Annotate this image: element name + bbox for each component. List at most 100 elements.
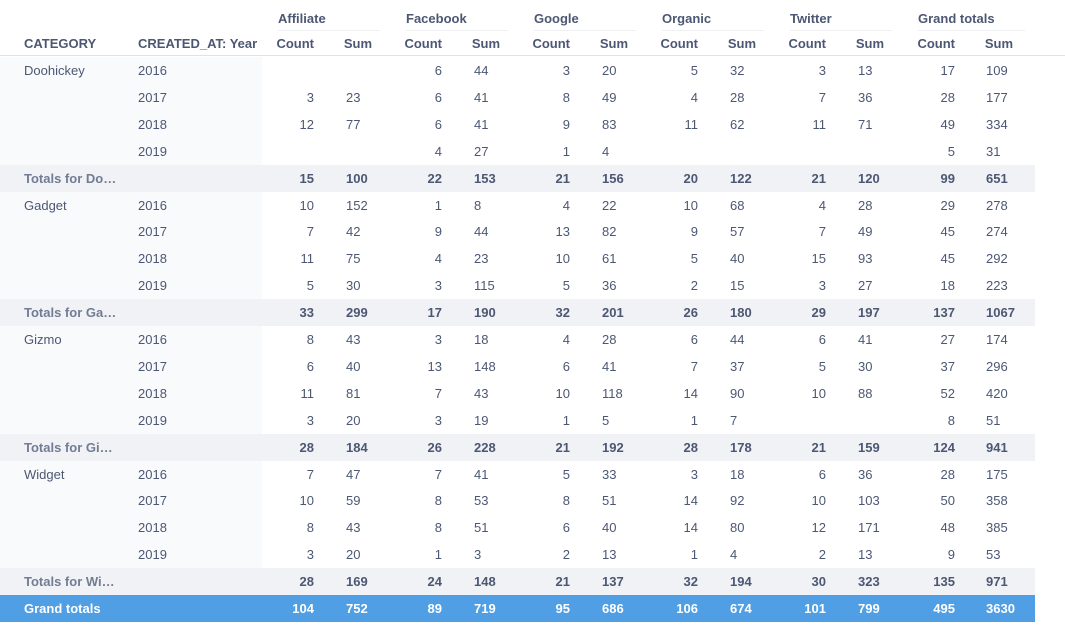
count-cell: 6 — [306, 358, 314, 374]
grand-totals-label: Grand totals — [24, 601, 101, 616]
year-cell: 2016 — [138, 332, 167, 347]
sum-cell: 292 — [986, 251, 1008, 267]
sum-header-2[interactable]: Sum — [599, 36, 628, 51]
sum-cell: 358 — [986, 493, 1008, 509]
sum-cell: 83 — [602, 116, 617, 132]
sum-cell: 299 — [346, 305, 368, 321]
count-header-4[interactable]: Count — [788, 36, 826, 51]
table-row: 2017 10 59 8 53 8 51 14 92 10 103 50 358 — [0, 487, 1035, 514]
count-cell: 7 — [434, 466, 442, 482]
table-row: 2018 11 81 7 43 10 118 14 90 10 88 52 420 — [0, 380, 1035, 407]
source-header-row: Affiliate Facebook Google Organic Twitte… — [0, 8, 1065, 31]
count-header-3[interactable]: Count — [660, 36, 698, 51]
sum-cell: 40 — [602, 520, 617, 536]
count-cell: 6 — [562, 358, 570, 374]
count-cell: 2 — [690, 278, 698, 294]
sum-cell: 80 — [730, 520, 745, 536]
year-cell: 2019 — [138, 547, 167, 563]
count-cell: 11 — [300, 385, 315, 401]
column-header-facebook[interactable]: Facebook — [390, 8, 518, 31]
count-cell: 95 — [555, 601, 570, 616]
subtotal-row: Totals for Gi… 28 184 26 228 21 192 28 178 21 159 1… — [0, 433, 1035, 461]
count-cell: 11 — [300, 251, 315, 267]
year-cell: 2017 — [138, 493, 167, 509]
category-cell: Gadget — [24, 197, 67, 213]
sum-cell: 82 — [602, 224, 617, 240]
count-cell: 15 — [299, 170, 314, 186]
table-row: 2018 12 77 6 41 9 83 11 62 11 71 49 334 — [0, 111, 1035, 138]
sum-cell: 4 — [730, 547, 738, 563]
sum-cell: 20 — [346, 412, 361, 428]
count-cell: 1 — [562, 412, 570, 428]
sum-cell: 103 — [858, 493, 880, 509]
count-cell: 6 — [818, 332, 826, 347]
sum-cell: 18 — [474, 332, 489, 347]
count-cell: 28 — [940, 89, 955, 105]
sum-cell: 799 — [858, 601, 880, 616]
sum-header-4[interactable]: Sum — [855, 36, 884, 51]
count-header-2[interactable]: Count — [532, 36, 570, 51]
count-cell: 11 — [684, 116, 699, 132]
sum-cell: 57 — [730, 224, 745, 240]
count-cell: 3 — [562, 63, 570, 78]
sum-cell: 36 — [858, 466, 873, 482]
column-header-grand-totals[interactable]: Grand totals — [902, 8, 1035, 31]
sum-cell: 51 — [986, 412, 1001, 428]
sum-cell — [730, 138, 780, 165]
count-cell: 7 — [434, 385, 442, 401]
count-cell: 4 — [690, 89, 698, 105]
count-cell: 21 — [555, 439, 570, 455]
column-header-twitter[interactable]: Twitter — [774, 8, 902, 31]
column-header-affiliate[interactable]: Affiliate — [262, 8, 390, 31]
sum-cell: 5 — [602, 412, 610, 428]
sum-header-0[interactable]: Sum — [343, 36, 372, 51]
year-column-header[interactable]: CREATED_AT: Year — [138, 36, 258, 51]
year-cell: 2017 — [138, 224, 167, 240]
column-header-google[interactable]: Google — [518, 8, 646, 31]
sum-cell: 28 — [858, 197, 873, 213]
count-cell: 10 — [299, 197, 314, 213]
table-row: 2019 5 30 3 115 5 36 2 15 3 27 18 223 — [0, 272, 1035, 299]
measure-header-row: CATEGORY CREATED_AT: Year Count Sum Count S… — [0, 33, 1065, 56]
count-cell: 7 — [306, 466, 314, 482]
count-cell: 4 — [818, 197, 826, 213]
sum-cell: 194 — [730, 574, 752, 590]
count-cell: 8 — [306, 332, 314, 347]
sum-cell: 90 — [730, 385, 745, 401]
count-cell: 2 — [818, 547, 826, 563]
count-cell: 21 — [555, 574, 570, 590]
sum-cell: 36 — [602, 278, 617, 294]
count-cell: 137 — [933, 305, 955, 321]
count-header-0[interactable]: Count — [276, 36, 314, 51]
sum-cell: 49 — [602, 89, 617, 105]
sum-header-3[interactable]: Sum — [727, 36, 756, 51]
sum-cell: 334 — [986, 116, 1008, 132]
sum-cell: 3 — [474, 547, 482, 563]
sum-cell: 49 — [858, 224, 873, 240]
sum-cell: 43 — [474, 385, 489, 401]
sum-header-1[interactable]: Sum — [471, 36, 500, 51]
sum-cell: 174 — [986, 332, 1008, 347]
sum-cell: 88 — [858, 385, 873, 401]
sum-cell: 177 — [986, 89, 1008, 105]
sum-cell: 192 — [602, 439, 624, 455]
count-header-5[interactable]: Count — [917, 36, 955, 51]
count-header-1[interactable]: Count — [404, 36, 442, 51]
count-cell: 32 — [555, 305, 570, 321]
column-header-organic[interactable]: Organic — [646, 8, 774, 31]
table-row: Doohickey 2016 6 44 3 20 5 32 3 13 17 109 — [0, 57, 1035, 84]
sum-cell: 41 — [474, 116, 489, 132]
sum-cell: 40 — [730, 251, 745, 267]
category-column-header[interactable]: CATEGORY — [24, 36, 97, 51]
count-cell: 37 — [940, 358, 955, 374]
sum-cell: 27 — [858, 278, 873, 294]
sum-cell: 41 — [602, 358, 617, 374]
sum-header-5[interactable]: Sum — [984, 36, 1013, 51]
sum-cell: 44 — [474, 224, 489, 240]
sum-cell — [858, 138, 908, 165]
sum-cell: 180 — [730, 305, 752, 321]
sum-cell: 971 — [986, 574, 1008, 590]
table-row: 2018 8 43 8 51 6 40 14 80 12 171 48 385 — [0, 514, 1035, 541]
count-cell: 14 — [683, 493, 698, 509]
count-cell: 5 — [818, 358, 826, 374]
